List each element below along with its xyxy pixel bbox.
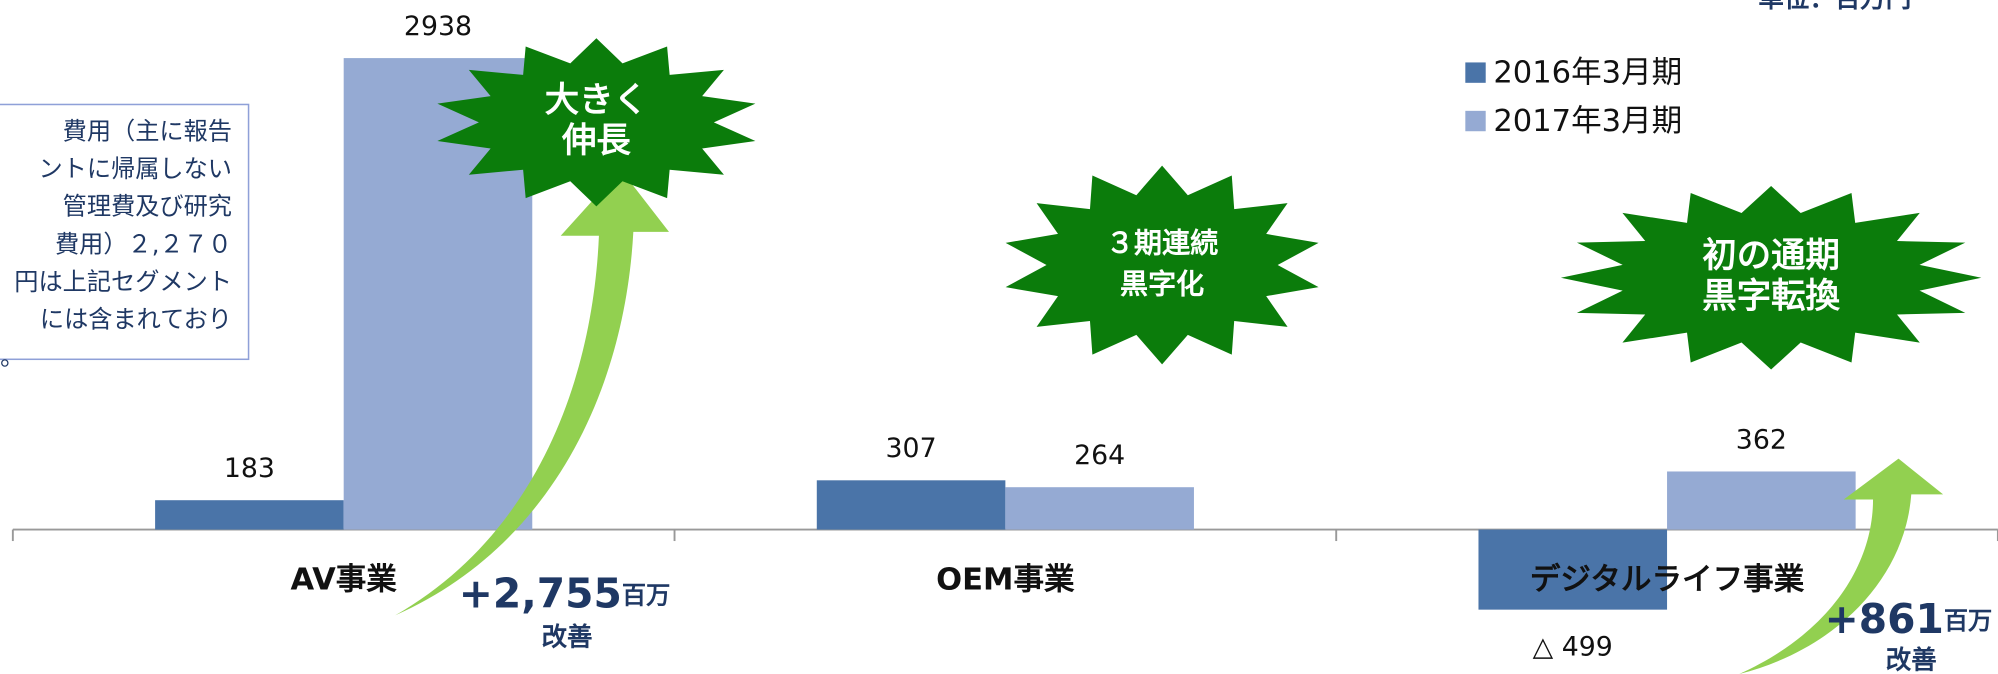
x-tick-label: デジタルライフ事業 xyxy=(1530,561,1805,597)
improvement-arrow xyxy=(395,169,670,616)
data-label: 264 xyxy=(1074,440,1125,471)
starburst xyxy=(437,38,756,207)
starburst xyxy=(1005,165,1319,365)
improvement-note: 改善 xyxy=(1886,645,1937,674)
note-line: ントに帰属しない xyxy=(38,155,232,183)
bar xyxy=(155,500,344,530)
improvement-arrow xyxy=(1739,458,1944,674)
bar xyxy=(1478,529,1668,610)
starburst xyxy=(1560,186,1982,370)
data-label: 307 xyxy=(886,433,937,464)
x-tick-label: OEM事業 xyxy=(936,562,1075,597)
data-label: △ 499 xyxy=(1533,631,1613,662)
starburst-text: 初の通期 xyxy=(1702,236,1840,276)
bar xyxy=(1005,487,1194,530)
note-line: 管理費及び研究 xyxy=(63,193,232,221)
starburst-text: 黒字転換 xyxy=(1702,277,1840,317)
legend-label: 2017年3月期 xyxy=(1493,104,1682,139)
note-line: 。 xyxy=(0,343,24,371)
legend-swatch xyxy=(1465,62,1486,83)
note-line: には含まれており xyxy=(40,305,232,333)
starburst-text: 大きく xyxy=(545,80,648,120)
starburst-text: 伸長 xyxy=(561,121,631,161)
improvement-value: +2,755百万 xyxy=(459,569,670,617)
starburst-text: ３期連続 xyxy=(1106,227,1218,260)
starburst-text: 黒字化 xyxy=(1120,267,1204,300)
data-label: 183 xyxy=(224,453,275,484)
note-line: 費用（主に報告 xyxy=(63,118,232,146)
bar xyxy=(816,480,1006,530)
improvement-value: +861百万 xyxy=(1825,595,1993,643)
improvement-note: 改善 xyxy=(542,622,593,652)
legend-swatch xyxy=(1465,110,1486,132)
x-tick-label: AV事業 xyxy=(291,562,398,597)
note-line: 円は上記セグメント xyxy=(14,268,232,296)
unit-label: 単位：百万円 xyxy=(1758,0,1911,14)
bar xyxy=(1667,471,1856,530)
note-box xyxy=(0,103,250,361)
legend-label: 2016年3月期 xyxy=(1493,55,1682,90)
improvement-unit: 百万 xyxy=(1944,607,1992,635)
note-line: 費用）２,２７０ xyxy=(55,230,232,258)
improvement-number: +2,755 xyxy=(459,569,622,617)
improvement-unit: 百万 xyxy=(622,581,670,609)
data-label: 2938 xyxy=(404,11,472,42)
data-label: 362 xyxy=(1736,424,1787,455)
improvement-number: +861 xyxy=(1825,595,1944,643)
